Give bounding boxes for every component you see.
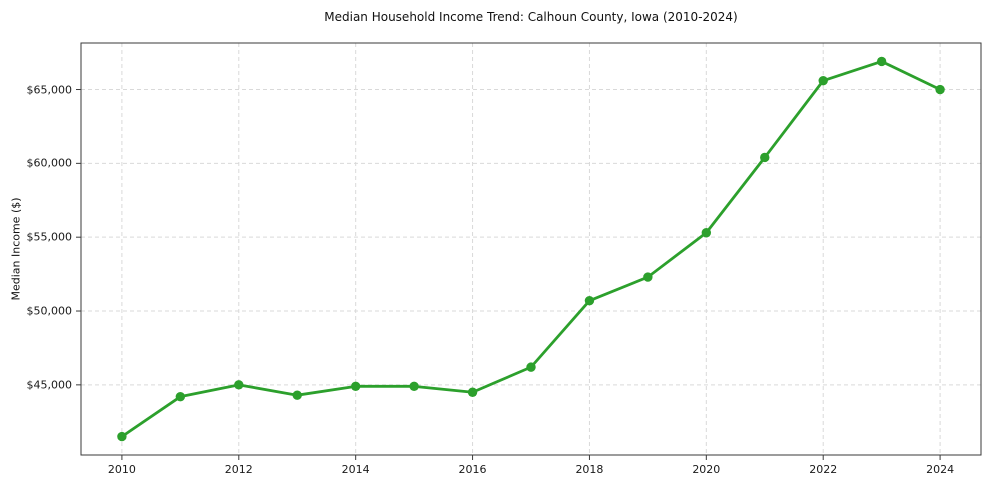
data-point-2018: [584, 295, 595, 306]
data-point-2015: [409, 381, 419, 392]
data-point-2014: [350, 381, 361, 392]
data-point-2017: [526, 362, 536, 372]
x-tick-label: 2022: [809, 463, 838, 476]
data-point-2024: [935, 84, 945, 95]
data-point-2019: [643, 272, 653, 282]
trend-line: [120, 60, 942, 438]
y-tick-label: $55,000: [26, 230, 73, 244]
data-point-2016: [467, 387, 478, 397]
y-tick-label: $65,000: [26, 82, 73, 96]
x-tick-label: 2012: [224, 463, 253, 476]
data-point-2020: [701, 228, 712, 238]
chart-title: Median Household Income Trend: Calhoun C…: [324, 10, 738, 24]
y-tick-label: $60,000: [26, 156, 73, 170]
data-point-2012: [234, 380, 244, 390]
data-point-2011: [175, 391, 186, 402]
x-tick-label: 2010: [107, 463, 136, 476]
x-tick-label: 2020: [692, 463, 721, 476]
data-point-2010: [117, 431, 127, 442]
data-point-2021: [760, 152, 770, 163]
data-point-2013: [292, 390, 302, 400]
x-tick-label: 2024: [926, 463, 955, 476]
y-tick-label: $45,000: [26, 378, 73, 392]
x-tick-label: 2016: [458, 463, 487, 476]
plot-border: [80, 42, 982, 456]
data-point-2023: [876, 56, 887, 67]
y-tick-label: $50,000: [26, 304, 73, 318]
data-point-2022: [818, 75, 828, 86]
x-tick-label: 2014: [341, 463, 370, 476]
x-tick-label: 2018: [575, 463, 604, 476]
